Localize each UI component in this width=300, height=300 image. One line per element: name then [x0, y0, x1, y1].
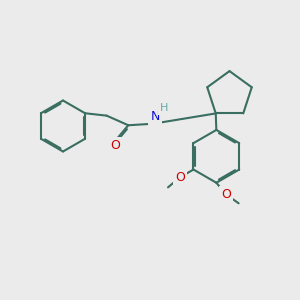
- Text: O: O: [221, 188, 231, 201]
- Text: N: N: [151, 110, 160, 123]
- Text: O: O: [110, 139, 120, 152]
- Text: O: O: [175, 171, 185, 184]
- Text: H: H: [160, 103, 169, 113]
